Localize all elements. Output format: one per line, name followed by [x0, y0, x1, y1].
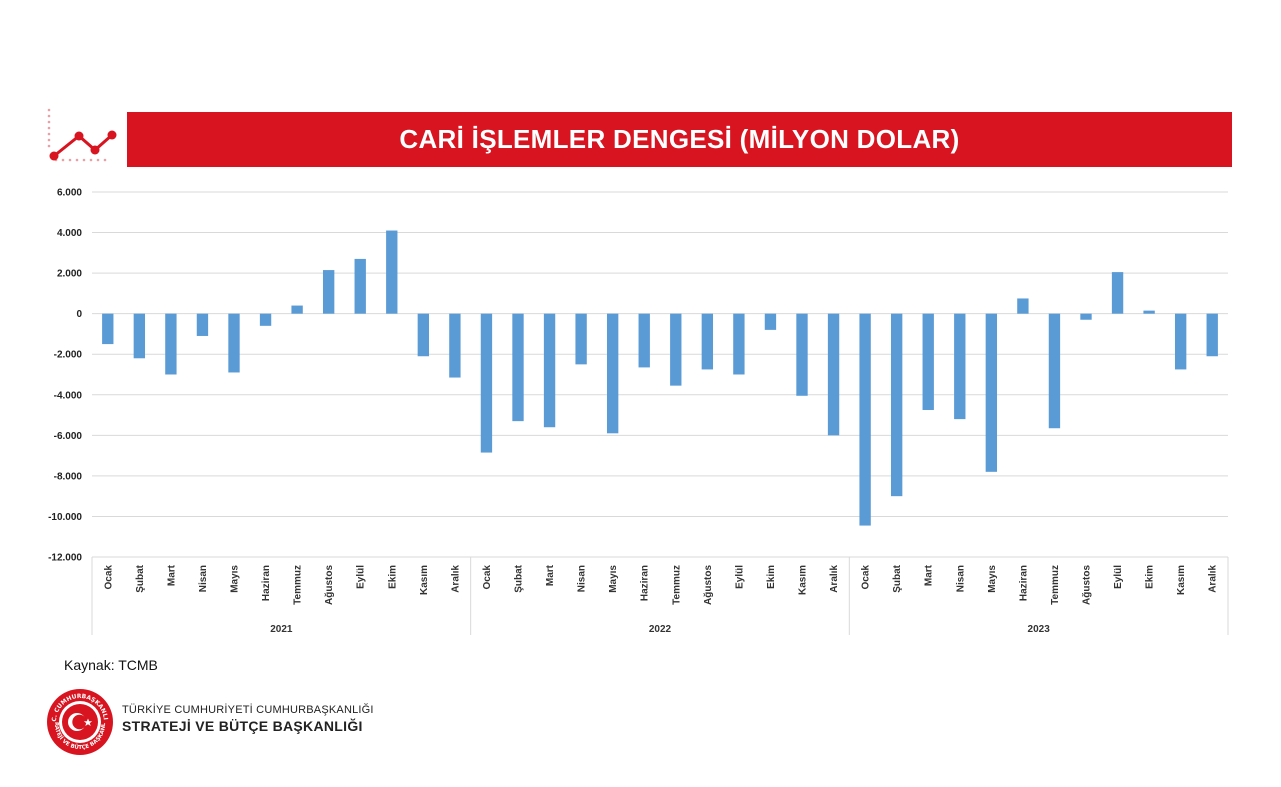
bar	[322, 270, 335, 314]
y-tick-label: 4.000	[57, 228, 82, 239]
bar	[1017, 298, 1029, 314]
bar	[291, 305, 303, 314]
x-tick-label: Eylül	[356, 565, 367, 589]
x-tick-label: Aralık	[1208, 565, 1219, 593]
y-tick-label: 6.000	[57, 188, 82, 199]
chart-title-banner: CARİ İŞLEMLER DENGESİ (MİLYON DOLAR)	[127, 112, 1232, 167]
x-tick-label: Mayıs	[987, 565, 998, 593]
x-tick-label: Haziran	[1018, 565, 1029, 601]
x-tick-label: Haziran	[261, 565, 272, 601]
bar	[386, 230, 398, 314]
bar	[1206, 313, 1218, 357]
x-tick-label: Temmuz	[293, 565, 304, 605]
x-tick-label: Şubat	[135, 564, 146, 592]
x-tick-label: Ağustos	[703, 565, 714, 605]
x-tick-label: Nisan	[577, 565, 588, 592]
x-tick-label: Aralık	[450, 565, 461, 593]
bar	[354, 258, 366, 314]
x-tick-label: Haziran	[640, 565, 651, 601]
bar	[670, 313, 682, 386]
x-tick-label: Ocak	[103, 565, 114, 590]
year-label: 2022	[649, 624, 672, 635]
x-tick-label: Ocak	[861, 565, 872, 590]
y-tick-label: -8.000	[54, 471, 83, 482]
trend-line-icon	[47, 108, 117, 162]
bar	[764, 313, 777, 330]
bar	[196, 313, 209, 336]
x-tick-label: Nisan	[198, 565, 209, 592]
bar	[259, 313, 272, 326]
x-tick-label: Ekim	[1145, 565, 1156, 589]
bar	[543, 313, 556, 428]
bar	[827, 313, 840, 436]
y-tick-label: 2.000	[57, 269, 82, 280]
bar	[1111, 272, 1124, 314]
bar	[480, 313, 493, 453]
source-note: Kaynak: TCMB	[64, 657, 158, 673]
y-tick-label: -4.000	[54, 390, 83, 401]
bar	[575, 313, 587, 365]
x-tick-label: Ekim	[766, 565, 777, 589]
bar	[102, 313, 114, 345]
year-label: 2021	[270, 624, 293, 635]
year-label: 2023	[1028, 624, 1051, 635]
x-tick-label: Ağustos	[1082, 565, 1093, 605]
bar	[1174, 313, 1187, 370]
y-tick-label: 0	[76, 309, 82, 320]
org-name-line1: TÜRKİYE CUMHURİYETİ CUMHURBAŞKANLIĞI	[122, 704, 374, 716]
y-tick-label: -2.000	[54, 350, 83, 361]
x-tick-label: Aralık	[829, 565, 840, 593]
x-tick-label: Kasım	[798, 565, 809, 595]
x-tick-label: Mart	[545, 564, 556, 586]
y-tick-label: -6.000	[54, 431, 83, 442]
x-tick-label: Kasım	[1176, 565, 1187, 595]
x-tick-label: Eylül	[734, 565, 745, 589]
x-tick-label: Mart	[924, 564, 935, 586]
sbb-seal-logo: T.C. CUMHURBAŞKANLIĞI STRATEJİ VE BÜTÇE …	[46, 688, 113, 755]
x-tick-label: Nisan	[955, 565, 966, 592]
bar	[512, 313, 524, 422]
bar	[606, 313, 619, 434]
x-tick-label: Mart	[166, 564, 177, 586]
bar	[417, 313, 430, 357]
bar	[1048, 313, 1061, 429]
bar	[954, 313, 966, 420]
bar	[1080, 313, 1092, 320]
x-tick-label: Ocak	[482, 565, 493, 590]
x-tick-label: Ekim	[387, 565, 398, 589]
x-tick-label: Eylül	[1113, 565, 1124, 589]
x-tick-label: Mayıs	[608, 565, 619, 593]
x-tick-label: Mayıs	[230, 565, 241, 593]
x-tick-label: Kasım	[419, 565, 430, 595]
bar	[638, 313, 650, 368]
x-tick-label: Şubat	[514, 564, 525, 592]
bar	[133, 313, 146, 359]
bar	[922, 313, 934, 410]
bar	[859, 313, 871, 526]
bar	[1143, 310, 1155, 314]
y-tick-label: -12.000	[48, 553, 82, 564]
bar	[449, 313, 461, 378]
bar	[733, 313, 745, 375]
chart-title: CARİ İŞLEMLER DENGESİ (MİLYON DOLAR)	[399, 124, 960, 154]
bar	[796, 313, 808, 396]
x-tick-label: Temmuz	[671, 565, 682, 605]
x-tick-label: Temmuz	[1050, 565, 1061, 605]
bar	[985, 313, 998, 472]
x-tick-label: Ağustos	[324, 565, 335, 605]
bar	[228, 313, 240, 373]
org-name-line2: STRATEJİ VE BÜTÇE BAŞKANLIĞI	[122, 718, 363, 734]
x-tick-label: Şubat	[892, 564, 903, 592]
bar	[890, 313, 903, 497]
bar	[701, 313, 714, 370]
y-tick-label: -10.000	[48, 512, 82, 523]
bar	[165, 313, 177, 375]
